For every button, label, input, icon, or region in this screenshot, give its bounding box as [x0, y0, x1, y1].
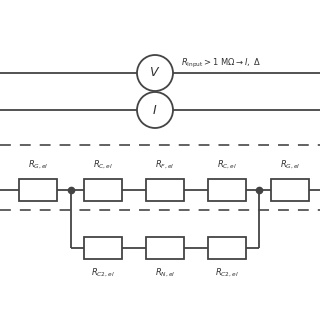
Text: $R_{F,el}$: $R_{F,el}$ — [155, 159, 175, 171]
Text: $R_{C2,el}$: $R_{C2,el}$ — [91, 267, 115, 279]
Bar — [271, 179, 309, 201]
Bar — [146, 237, 184, 259]
Text: $R_{C,el}$: $R_{C,el}$ — [217, 159, 237, 171]
Text: $R_{C2,el}$: $R_{C2,el}$ — [215, 267, 239, 279]
Bar — [208, 179, 246, 201]
Bar — [84, 237, 122, 259]
Bar — [84, 179, 122, 201]
Text: $R_{\mathrm{Input}} > 1\ \mathrm{M}\Omega \rightarrow I,\ \Delta$: $R_{\mathrm{Input}} > 1\ \mathrm{M}\Omeg… — [181, 56, 262, 69]
Text: $R_{G,el}$: $R_{G,el}$ — [280, 159, 300, 171]
Text: $R_{G,el}$: $R_{G,el}$ — [28, 159, 48, 171]
Circle shape — [137, 55, 173, 91]
Circle shape — [137, 92, 173, 128]
Text: $R_{N,el}$: $R_{N,el}$ — [155, 267, 175, 279]
Bar — [19, 179, 57, 201]
Text: $I$: $I$ — [152, 103, 158, 116]
Bar — [146, 179, 184, 201]
Bar — [208, 237, 246, 259]
Text: $V$: $V$ — [149, 67, 161, 79]
Text: $R_{C,el}$: $R_{C,el}$ — [93, 159, 113, 171]
